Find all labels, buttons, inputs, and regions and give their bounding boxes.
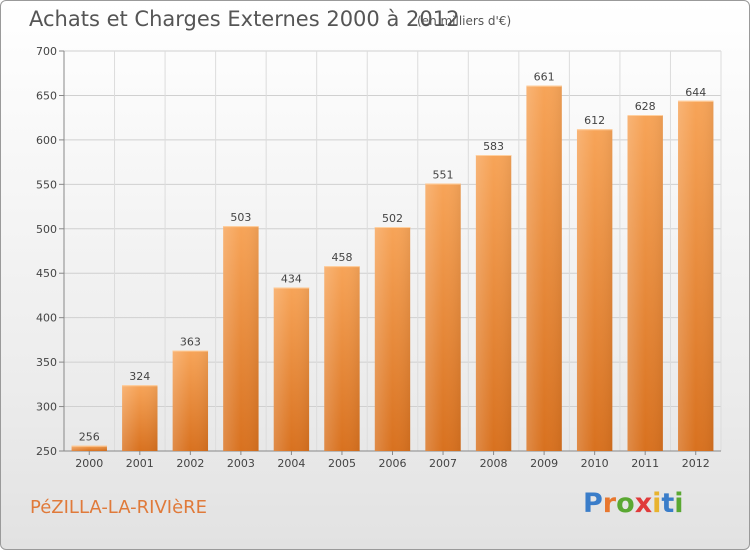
logo-letter: i bbox=[674, 488, 684, 519]
bar-shine bbox=[678, 100, 714, 452]
proxiti-logo: Proxiti bbox=[583, 488, 684, 519]
x-tick-label: 2011 bbox=[631, 457, 659, 470]
logo-letter: r bbox=[602, 488, 617, 519]
y-tick-label: 450 bbox=[36, 267, 57, 280]
y-tick-label: 300 bbox=[36, 401, 57, 414]
bar-shine bbox=[374, 227, 411, 451]
bar-value-label: 458 bbox=[331, 251, 352, 264]
x-tick-label: 2004 bbox=[277, 457, 305, 470]
bar-value-label: 363 bbox=[180, 336, 201, 349]
bar-shine bbox=[526, 85, 562, 452]
x-tick-label: 2007 bbox=[429, 457, 457, 470]
x-tick-label: 2010 bbox=[581, 457, 609, 470]
y-tick-label: 600 bbox=[36, 134, 57, 147]
bar-value-label: 644 bbox=[685, 86, 706, 99]
bar-value-label: 256 bbox=[79, 431, 100, 444]
logo-letter: i bbox=[652, 488, 662, 519]
bar-value-label: 661 bbox=[534, 71, 555, 84]
y-tick-label: 400 bbox=[36, 312, 57, 325]
bar-shine bbox=[475, 155, 512, 451]
y-tick-label: 700 bbox=[36, 45, 57, 58]
x-tick-label: 2006 bbox=[379, 457, 407, 470]
bar-value-label: 628 bbox=[635, 100, 656, 113]
bar-value-label: 583 bbox=[483, 140, 504, 153]
chart-title: Achats et Charges Externes 2000 à 2012 bbox=[29, 7, 460, 31]
chart-subtitle: (en milliers d'€) bbox=[417, 14, 512, 28]
x-tick-label: 2009 bbox=[530, 457, 558, 470]
x-tick-label: 2005 bbox=[328, 457, 356, 470]
bar-shine bbox=[627, 115, 663, 451]
y-tick-label: 500 bbox=[36, 223, 57, 236]
x-tick-label: 2001 bbox=[126, 457, 154, 470]
logo-letter: t bbox=[661, 488, 675, 519]
x-tick-label: 2008 bbox=[480, 457, 508, 470]
place-name: PéZILLA-LA-RIVIèRE bbox=[30, 497, 208, 518]
bar-value-label: 324 bbox=[129, 370, 150, 383]
labels: 250 300 350 400 450 500 550 600 650 700 256 2000 324… bbox=[36, 45, 710, 470]
x-tick-label: 2012 bbox=[682, 457, 710, 470]
bar-shine bbox=[576, 129, 613, 451]
x-tick-label: 2002 bbox=[176, 457, 204, 470]
bar-value-label: 502 bbox=[382, 212, 403, 225]
bar-shine bbox=[425, 183, 461, 451]
logo-letter: x bbox=[634, 488, 653, 519]
bar-shine bbox=[223, 226, 259, 451]
bar-value-label: 434 bbox=[281, 272, 302, 285]
bar-shine bbox=[273, 287, 310, 451]
bar-value-label: 612 bbox=[584, 114, 605, 127]
bars bbox=[71, 85, 714, 452]
bar-shine bbox=[324, 266, 360, 451]
bar-value-label: 551 bbox=[433, 168, 454, 181]
logo-letter: o bbox=[616, 488, 635, 519]
bar-shine bbox=[71, 445, 107, 451]
bar-shine bbox=[122, 385, 158, 451]
x-tick-label: 2003 bbox=[227, 457, 255, 470]
bar-shine bbox=[172, 350, 209, 451]
logo-letter: P bbox=[583, 488, 603, 519]
y-tick-label: 250 bbox=[36, 445, 57, 458]
y-tick-label: 350 bbox=[36, 356, 57, 369]
bar-value-label: 503 bbox=[230, 211, 251, 224]
y-tick-label: 550 bbox=[36, 178, 57, 191]
y-tick-label: 650 bbox=[36, 89, 57, 102]
x-tick-label: 2000 bbox=[75, 457, 103, 470]
